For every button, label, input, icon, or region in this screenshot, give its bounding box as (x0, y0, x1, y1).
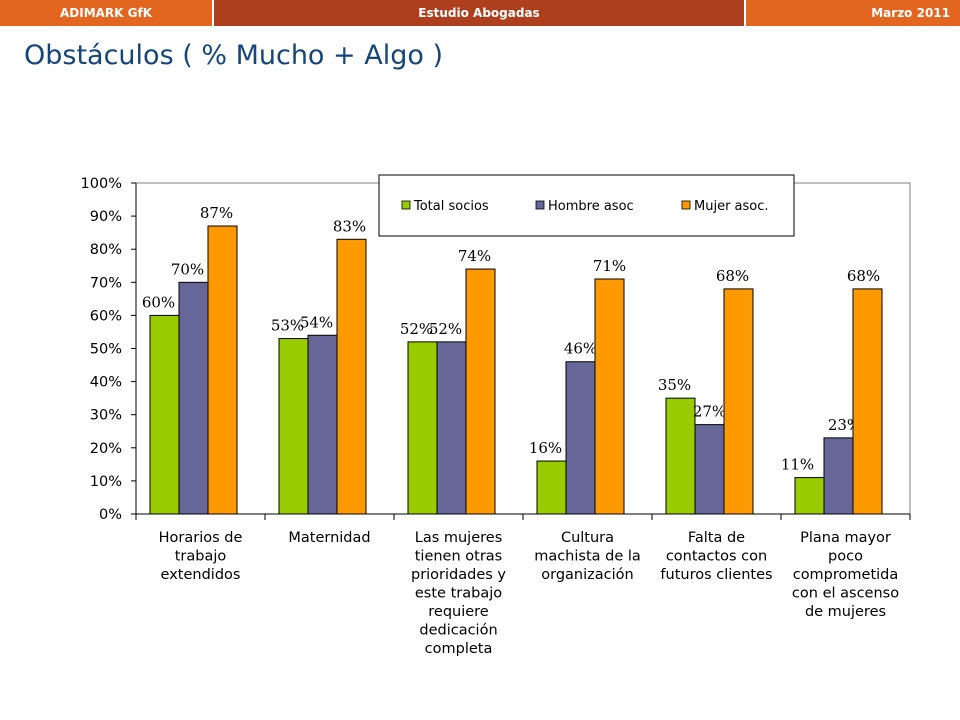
header-bar: ADIMARK GfK Estudio Abogadas Marzo 2011 (0, 0, 960, 26)
bar-hombre-asoc (565, 361, 596, 515)
legend-swatch (535, 200, 545, 210)
x-axis-category-label: futuros clientes (660, 567, 772, 583)
data-label: 87% (200, 204, 233, 222)
x-axis-category-label: prioridades y (411, 567, 506, 583)
data-label: 46% (564, 340, 597, 358)
data-label: 52% (400, 320, 433, 338)
y-axis-tick-label: 50% (90, 342, 122, 358)
y-axis-tick-label: 40% (90, 375, 122, 391)
bar-total-socios (794, 477, 825, 515)
bar-mujer-asoc (594, 278, 625, 515)
x-axis-category-label: machista de la (534, 549, 641, 565)
y-axis-tick-label: 90% (90, 209, 122, 225)
bar-total-socios (536, 460, 567, 515)
legend-label: Mujer asoc. (694, 199, 769, 214)
x-axis-category-label: dedicación (419, 623, 497, 639)
x-axis-category-label: Maternidad (288, 530, 370, 546)
bar-total-socios (665, 397, 696, 515)
header-date: Marzo 2011 (744, 0, 960, 26)
data-label: 27% (693, 403, 726, 421)
data-label: 71% (593, 257, 626, 275)
y-axis-tick-label: 20% (90, 441, 122, 457)
data-label: 53% (271, 317, 304, 335)
bar-hombre-asoc (436, 341, 467, 515)
bar-total-socios (149, 314, 180, 515)
data-label: 83% (333, 217, 366, 235)
data-label: 68% (847, 267, 880, 285)
bar-hombre-asoc (694, 424, 725, 515)
data-label: 35% (658, 376, 691, 394)
data-label: 68% (716, 267, 749, 285)
page-title: Obstáculos ( % Mucho + Algo ) (24, 40, 443, 71)
x-axis-category-label: organización (541, 567, 633, 583)
data-label: 70% (171, 260, 204, 278)
y-axis-tick-label: 30% (90, 408, 122, 424)
chart-legend: Total socios Hombre asoc Mujer asoc. (378, 174, 795, 237)
y-axis-tick-label: 10% (90, 474, 122, 490)
x-axis-category-label: Plana mayor (800, 530, 891, 546)
data-label: 60% (142, 293, 175, 311)
y-axis-tick-label: 100% (81, 176, 122, 192)
x-axis-category-label: Cultura (561, 530, 614, 546)
y-axis-tick-label: 80% (90, 242, 122, 258)
x-axis-category-label: poco (828, 549, 863, 565)
bar-hombre-asoc (178, 281, 209, 515)
x-axis-category-label: tienen otras (415, 549, 503, 565)
header-study: Estudio Abogadas (214, 0, 744, 26)
x-axis-category-label: requiere (428, 604, 489, 620)
bar-mujer-asoc (207, 225, 238, 515)
x-axis-category-label: contactos con (666, 549, 767, 565)
x-axis-category-label: extendidos (161, 567, 241, 583)
x-axis-category-label: Las mujeres (415, 530, 503, 546)
bar-hombre-asoc (307, 334, 338, 515)
legend-label: Total socios (413, 199, 489, 214)
x-axis-category-label: comprometida (793, 567, 899, 583)
bar-mujer-asoc (852, 288, 883, 515)
header-brand: ADIMARK GfK (0, 0, 214, 26)
bar-mujer-asoc (465, 268, 496, 515)
data-label: 52% (429, 320, 462, 338)
x-axis-category-label: Horarios de (159, 530, 243, 546)
y-axis-tick-label: 70% (90, 275, 122, 291)
x-axis-category-label: Falta de (688, 530, 745, 546)
legend-swatch (401, 200, 411, 210)
x-axis-category-label: este trabajo (415, 586, 502, 602)
data-label: 74% (458, 247, 491, 265)
legend-box (378, 174, 795, 237)
x-axis-category-label: con el ascenso (792, 586, 899, 602)
bar-mujer-asoc (723, 288, 754, 515)
bar-total-socios (278, 338, 309, 515)
data-label: 11% (781, 456, 814, 474)
x-axis-category-label: de mujeres (805, 604, 886, 620)
legend-swatch (681, 200, 691, 210)
data-label: 16% (529, 439, 562, 457)
legend-label: Hombre asoc (548, 199, 634, 214)
y-axis-tick-label: 0% (99, 507, 122, 523)
x-axis-category-label: trabajo (175, 549, 227, 565)
y-axis-tick-label: 60% (90, 308, 122, 324)
bar-total-socios (407, 341, 438, 515)
x-axis-category-label: completa (425, 641, 493, 657)
bar-hombre-asoc (823, 437, 854, 515)
data-label: 54% (300, 313, 333, 331)
bar-mujer-asoc (336, 238, 367, 515)
